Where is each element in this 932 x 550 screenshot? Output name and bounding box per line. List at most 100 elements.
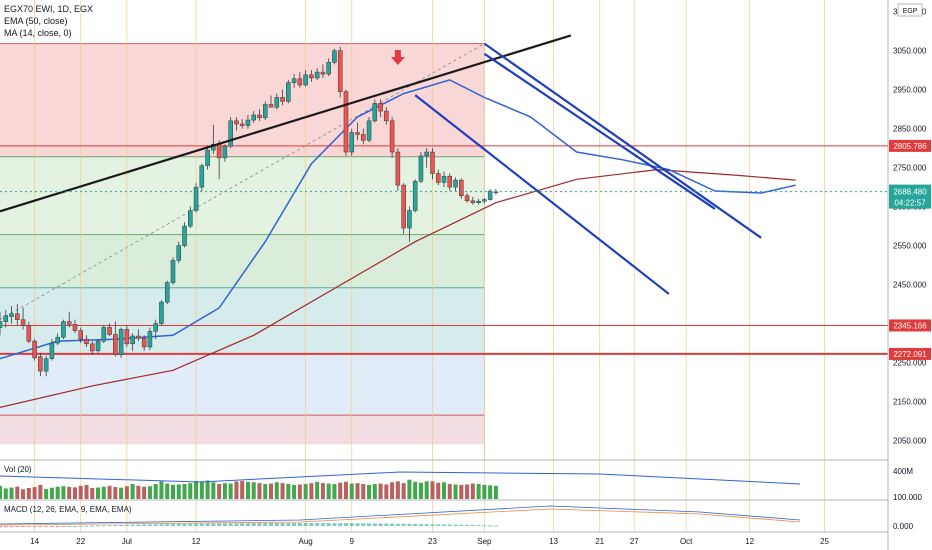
macd-bar [292,523,297,526]
candle-body [245,119,251,126]
candle-body [372,103,378,122]
volume-bar [413,481,418,499]
macd-bar [165,524,170,526]
price-axis[interactable] [888,0,932,550]
candle-body [332,50,337,63]
volume-axis-bottom: 100.000 [893,493,922,502]
volume-bar [257,483,262,499]
macd-bar [32,526,37,527]
candle-body [72,324,78,331]
volume-bar [49,487,54,499]
time-tick-label: 13 [549,537,558,546]
volume-bar [493,485,498,499]
volume-bar [470,483,475,499]
price-tick-label: 2750.000 [893,164,927,173]
macd-legend[interactable]: MACD (12, 26, EMA, 9, EMA, EMA) [4,505,132,514]
macd-bar [361,523,366,526]
volume-bar [165,483,170,499]
candle-body [32,340,37,359]
candles [0,46,499,377]
volume-bar [378,483,383,499]
time-tick-label: 21 [595,537,604,546]
trend-lines[interactable] [0,34,762,295]
volume-bar [372,484,377,499]
candle-body [130,335,135,345]
ema-legend[interactable]: EMA (50, close) [4,16,68,26]
candle-body [314,71,320,79]
level-tag-bg [889,139,931,152]
volume-bar [90,487,95,499]
blue-channel-upper-line[interactable] [483,42,762,239]
macd-bar [424,524,429,526]
volume-bars [0,471,801,499]
candle-body [9,313,14,317]
volume-bar [251,482,256,499]
volume-bar [384,484,389,499]
volume-bar [309,483,314,499]
volume-bar [0,485,3,499]
macd-bar [222,523,227,526]
candle-body [447,175,453,188]
macd-bar [3,526,8,528]
volume-bar [297,484,302,499]
price-tick-label: 2850.000 [893,125,927,134]
volume-bar [205,480,210,499]
volume-bar [436,482,441,499]
macd-bar [142,524,147,526]
candle-body [418,155,424,182]
macd-bar [378,523,383,526]
macd-bar [280,523,285,526]
time-tick-label: 23 [428,537,437,546]
volume-bar [390,482,395,499]
volume-bar [441,482,447,499]
currency-badge[interactable] [897,3,923,17]
candle-body [482,199,487,202]
macd-bar [72,525,77,527]
macd-bar [436,524,441,526]
candle-body [395,151,401,186]
candle-body [361,134,366,141]
candle-body [182,225,187,246]
macd-bar [459,524,464,526]
volume-legend[interactable]: Vol (20) [4,465,32,474]
ma-legend[interactable]: MA (14, close, 0) [4,28,72,38]
macd-bar [199,523,204,526]
volume-bar [55,486,60,499]
candle-body [424,151,429,157]
black-uptrend-line[interactable] [0,34,572,213]
candle-body [3,315,9,322]
fib-zone [0,353,485,416]
macd-bar [268,523,274,526]
volume-bar [280,483,285,499]
candle-body [15,313,20,320]
time-tick-label: 25 [820,537,829,546]
volume-bar [476,484,481,499]
blue-channel-lower-line[interactable] [414,94,670,295]
volume-bar [482,484,487,499]
candle-body [66,321,72,325]
volume-bar [217,484,222,499]
macd-bar [130,524,135,526]
symbol-title[interactable]: EGX70 EWI, 1D, EGX [4,4,93,14]
macd-bar [286,523,291,526]
volume-bar [130,484,135,499]
macd-bar [194,523,199,526]
price-tick-label: 2450.000 [893,281,927,290]
candle-body [136,335,141,339]
volume-bar [113,487,118,499]
level-tag-bg [889,347,931,360]
level-price-tags: 2805.786 2345.166 2272.091 2688.480 04:22:57 [889,139,931,360]
candle-body [78,330,83,340]
volume-bar [38,484,43,499]
volume-bar [349,483,354,499]
candle-body [26,325,32,342]
macd-bar [101,525,106,527]
blue-resistance-line[interactable] [483,52,716,210]
price-tick-label: 2250.000 [893,359,927,368]
volume-bar [338,482,343,499]
macd-bar [90,525,95,527]
candle-body [435,173,441,183]
macd-bar [372,523,377,526]
candle-body [274,97,280,108]
